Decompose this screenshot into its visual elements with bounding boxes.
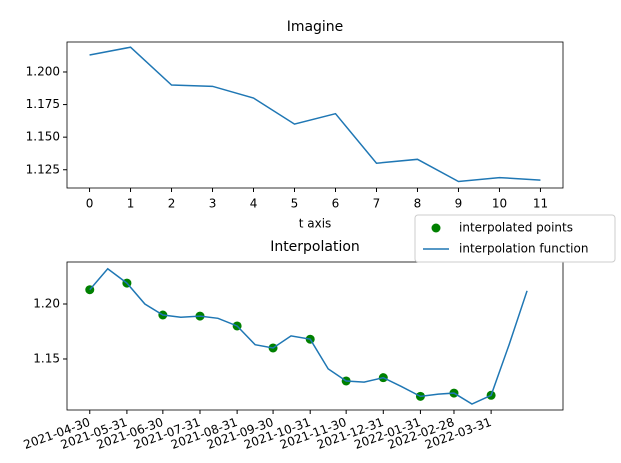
- x-tick-label: 8: [414, 197, 422, 211]
- x-tick-label: 5: [291, 197, 299, 211]
- data-line: [89, 267, 528, 405]
- y-tick-label: 1.20: [33, 297, 60, 311]
- x-tick-label: 9: [455, 197, 463, 211]
- y-tick-label: 1.150: [26, 130, 60, 144]
- plot-frame: [66, 261, 564, 411]
- legend-label: interpolated points: [459, 221, 573, 235]
- x-tick-label: 3: [209, 197, 217, 211]
- legend-marker: [431, 223, 441, 233]
- x-axis-label: t axis: [299, 217, 332, 231]
- legend: interpolated points interpolation functio…: [414, 214, 616, 263]
- chart-title: Interpolation: [270, 239, 360, 255]
- x-tick-label: 4: [250, 197, 258, 211]
- y-tick-label: 1.200: [26, 64, 60, 78]
- y-tick-label: 1.15: [33, 351, 60, 365]
- x-tick-label: 11: [533, 197, 548, 211]
- x-tick-label: 6: [332, 197, 340, 211]
- y-tick-label: 1.175: [26, 97, 60, 111]
- x-tick-label: 1: [127, 197, 135, 211]
- chart-title: Imagine: [287, 19, 344, 35]
- y-tick-label: 1.125: [26, 162, 60, 176]
- x-tick-label: 0: [86, 197, 94, 211]
- data-line: [89, 46, 541, 183]
- legend-label: interpolation function: [459, 242, 588, 256]
- plot-frame: [66, 41, 564, 189]
- x-tick-label: 10: [492, 197, 507, 211]
- x-tick-label: 2: [168, 197, 176, 211]
- x-tick-label: 7: [373, 197, 381, 211]
- legend-box: [414, 214, 616, 263]
